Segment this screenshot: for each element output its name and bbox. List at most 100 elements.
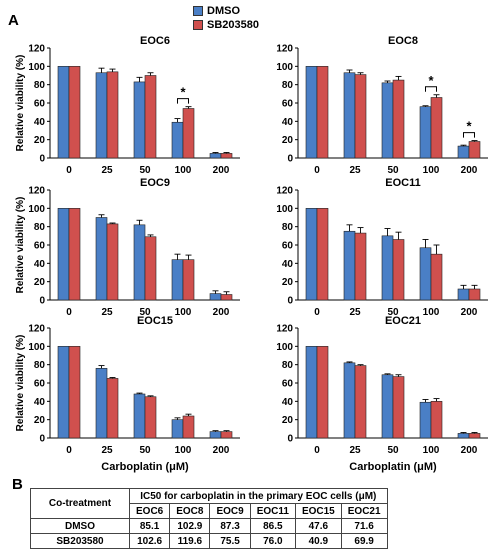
bar-sb203580-0 xyxy=(68,346,81,439)
y-axis-label: Relative viability (%) xyxy=(15,197,26,294)
table-cell: 102.6 xyxy=(128,533,171,549)
bar-dmso-50 xyxy=(133,224,146,301)
table-column-header: EOC8 xyxy=(169,503,211,519)
bar-dmso-200 xyxy=(457,433,470,439)
bar-dmso-50 xyxy=(133,393,146,439)
y-tick-label: 120 xyxy=(276,324,293,335)
table-cell: 76.0 xyxy=(249,533,296,549)
x-tick-label: 25 xyxy=(101,445,113,456)
chart-panel-eoc9: 0 20 40 60 80 100 120 EOC9 Relative viability (%… xyxy=(15,177,240,318)
x-axis-label: Carboplatin (μM) xyxy=(349,461,437,473)
x-tick-label: 200 xyxy=(461,307,478,318)
y-tick-label: 60 xyxy=(34,241,46,252)
x-axis-label: Carboplatin (μM) xyxy=(101,461,189,473)
bar-sb203580-100 xyxy=(430,97,443,159)
x-tick-label: 50 xyxy=(387,445,399,456)
chart-title: EOC21 xyxy=(385,315,421,327)
bar-dmso-200 xyxy=(457,145,470,159)
y-tick-label: 60 xyxy=(34,379,46,390)
bar-dmso-100 xyxy=(419,401,432,439)
bar-dmso-50 xyxy=(381,82,394,159)
y-tick-label: 100 xyxy=(28,342,45,353)
y-tick-label: 80 xyxy=(34,360,46,371)
x-tick-label: 200 xyxy=(213,165,230,176)
bar-sb203580-25 xyxy=(354,365,367,439)
x-tick-label: 100 xyxy=(423,165,440,176)
table-corner-header: Co-treatment xyxy=(30,488,130,519)
bar-dmso-200 xyxy=(209,293,222,301)
bar-sb203580-50 xyxy=(392,79,405,159)
x-tick-label: 25 xyxy=(101,165,113,176)
x-tick-label: 100 xyxy=(423,445,440,456)
y-tick-label: 80 xyxy=(34,80,46,91)
y-tick-label: 40 xyxy=(34,259,46,270)
y-tick-label: 120 xyxy=(276,186,293,197)
bar-sb203580-25 xyxy=(106,378,119,439)
x-tick-label: 50 xyxy=(139,445,151,456)
bar-sb203580-100 xyxy=(430,401,443,439)
y-tick-label: 60 xyxy=(282,99,294,110)
bar-sb203580-50 xyxy=(144,396,157,439)
significance-star: * xyxy=(466,119,472,134)
bar-sb203580-0 xyxy=(68,208,81,301)
chart-title: EOC15 xyxy=(137,315,173,327)
legend: DMSO SB203580 xyxy=(193,4,259,32)
bar-sb203580-25 xyxy=(106,223,119,301)
x-tick-label: 50 xyxy=(387,165,399,176)
x-tick-label: 50 xyxy=(139,307,151,318)
legend-swatch-sb203580 xyxy=(193,20,203,30)
y-tick-label: 0 xyxy=(39,434,45,445)
legend-item-sb203580: SB203580 xyxy=(193,18,259,32)
bar-dmso-0 xyxy=(305,208,318,301)
bar-dmso-0 xyxy=(305,66,318,159)
y-tick-label: 20 xyxy=(282,415,294,426)
y-tick-label: 120 xyxy=(276,44,293,55)
x-tick-label: 200 xyxy=(213,445,230,456)
table-cell: 119.6 xyxy=(169,533,211,549)
table-column-header: EOC21 xyxy=(340,503,388,519)
bar-dmso-0 xyxy=(305,346,318,439)
y-tick-label: 100 xyxy=(276,342,293,353)
chart-panel-eoc21: 0 20 40 60 80 100 120 EOC21 0 25 50 100 200 Carboplat… xyxy=(276,315,488,473)
bar-dmso-100 xyxy=(171,121,184,159)
ic50-table: Co-treatment IC50 for carboplatin in the… xyxy=(30,488,388,549)
table-cell: 86.5 xyxy=(249,518,296,534)
y-tick-label: 0 xyxy=(39,296,45,307)
y-tick-label: 80 xyxy=(282,80,294,91)
x-tick-label: 25 xyxy=(349,445,361,456)
chart-panel-eoc8: 0 20 40 60 80 100 120 EOC8 0 25 50 100 200 * * xyxy=(276,35,488,176)
bar-dmso-25 xyxy=(343,362,356,439)
bar-dmso-100 xyxy=(171,419,184,439)
x-tick-label: 100 xyxy=(175,445,192,456)
bar-sb203580-50 xyxy=(392,376,405,439)
table-cell: 40.9 xyxy=(294,533,342,549)
bar-dmso-100 xyxy=(419,247,432,301)
x-tick-label: 25 xyxy=(349,165,361,176)
y-tick-label: 0 xyxy=(287,434,293,445)
bar-sb203580-200 xyxy=(220,294,233,301)
x-tick-label: 0 xyxy=(314,445,320,456)
table-cell: 69.9 xyxy=(340,533,388,549)
table-row-label: DMSO xyxy=(30,518,130,534)
y-tick-label: 120 xyxy=(28,44,45,55)
x-tick-label: 0 xyxy=(66,307,72,318)
y-tick-label: 40 xyxy=(282,117,294,128)
x-tick-label: 200 xyxy=(461,165,478,176)
legend-swatch-dmso xyxy=(193,6,203,16)
x-tick-label: 25 xyxy=(349,307,361,318)
bar-sb203580-100 xyxy=(430,253,443,301)
y-tick-label: 80 xyxy=(282,222,294,233)
bar-sb203580-200 xyxy=(220,153,233,159)
bar-sb203580-200 xyxy=(468,433,481,439)
bar-sb203580-0 xyxy=(316,66,329,159)
x-tick-label: 200 xyxy=(213,307,230,318)
x-tick-label: 100 xyxy=(175,165,192,176)
bar-dmso-0 xyxy=(57,66,70,159)
bar-dmso-50 xyxy=(133,81,146,159)
y-tick-label: 120 xyxy=(28,324,45,335)
significance-star: * xyxy=(428,73,434,88)
bar-sb203580-200 xyxy=(468,141,481,159)
table-header-row: Co-treatment IC50 for carboplatin in the… xyxy=(30,488,388,519)
x-tick-label: 0 xyxy=(314,307,320,318)
table-cell: 47.6 xyxy=(294,518,342,534)
